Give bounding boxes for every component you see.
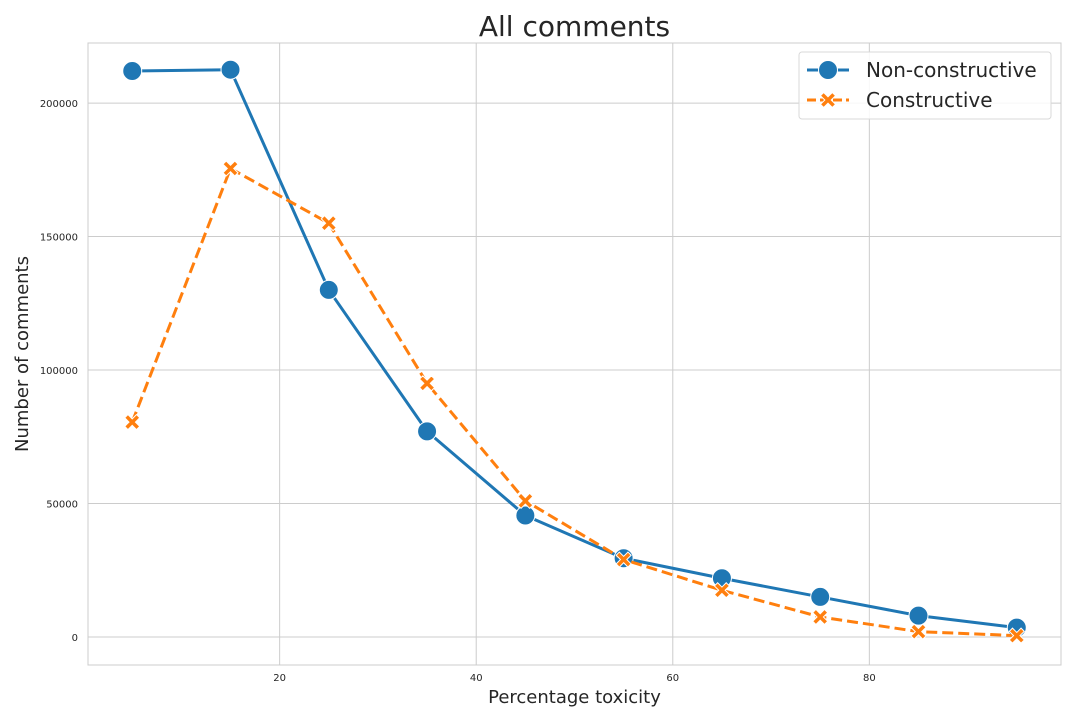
legend-label: Constructive xyxy=(866,88,993,112)
data-point xyxy=(124,413,141,431)
y-axis-ticks: 0 50000 100000 150000 200000 xyxy=(40,99,78,644)
x-tick-label: 80 xyxy=(863,673,876,684)
legend: Non-constructive Constructive xyxy=(798,51,1052,120)
x-tick-label: 60 xyxy=(666,673,679,684)
data-point xyxy=(910,623,927,640)
series-non-constructive xyxy=(122,59,1027,638)
legend-entry: Non-constructive xyxy=(807,58,1037,82)
data-point xyxy=(122,61,143,82)
data-point xyxy=(811,608,829,626)
series-line xyxy=(130,166,1017,638)
y-tick-label: 150000 xyxy=(40,233,78,244)
data-point xyxy=(810,586,831,607)
data-point xyxy=(318,279,339,300)
data-point xyxy=(320,214,338,232)
data-point xyxy=(517,492,534,510)
legend-box xyxy=(798,51,1052,120)
y-tick-label: 200000 xyxy=(40,99,78,110)
y-tick-label: 50000 xyxy=(46,499,78,510)
x-tick-label: 40 xyxy=(470,673,483,684)
data-point xyxy=(220,59,241,80)
x-tick-label: 20 xyxy=(273,673,286,684)
chart-title: All comments xyxy=(479,10,670,43)
legend-entry: Constructive xyxy=(807,88,993,112)
data-point xyxy=(713,582,731,599)
y-axis-label: Number of comments xyxy=(12,256,33,452)
legend-marker xyxy=(819,91,837,109)
data-point xyxy=(1008,627,1025,644)
y-tick-label: 0 xyxy=(72,633,78,644)
legend-label: Non-constructive xyxy=(866,58,1037,82)
series-line xyxy=(132,68,1017,630)
plot-area xyxy=(87,42,1062,666)
x-axis-ticks: 20 40 60 80 xyxy=(273,673,875,684)
data-point xyxy=(908,605,929,626)
grid xyxy=(88,43,1061,665)
data-point xyxy=(417,421,438,442)
series-constructive xyxy=(124,160,1025,644)
data-point xyxy=(515,505,536,526)
x-axis-label: Percentage toxicity xyxy=(488,687,661,708)
y-tick-label: 100000 xyxy=(40,366,78,377)
data-point xyxy=(222,160,239,177)
series-layer xyxy=(122,59,1027,644)
data-point xyxy=(418,375,436,392)
legend-marker xyxy=(818,60,838,80)
data-point xyxy=(615,551,632,568)
